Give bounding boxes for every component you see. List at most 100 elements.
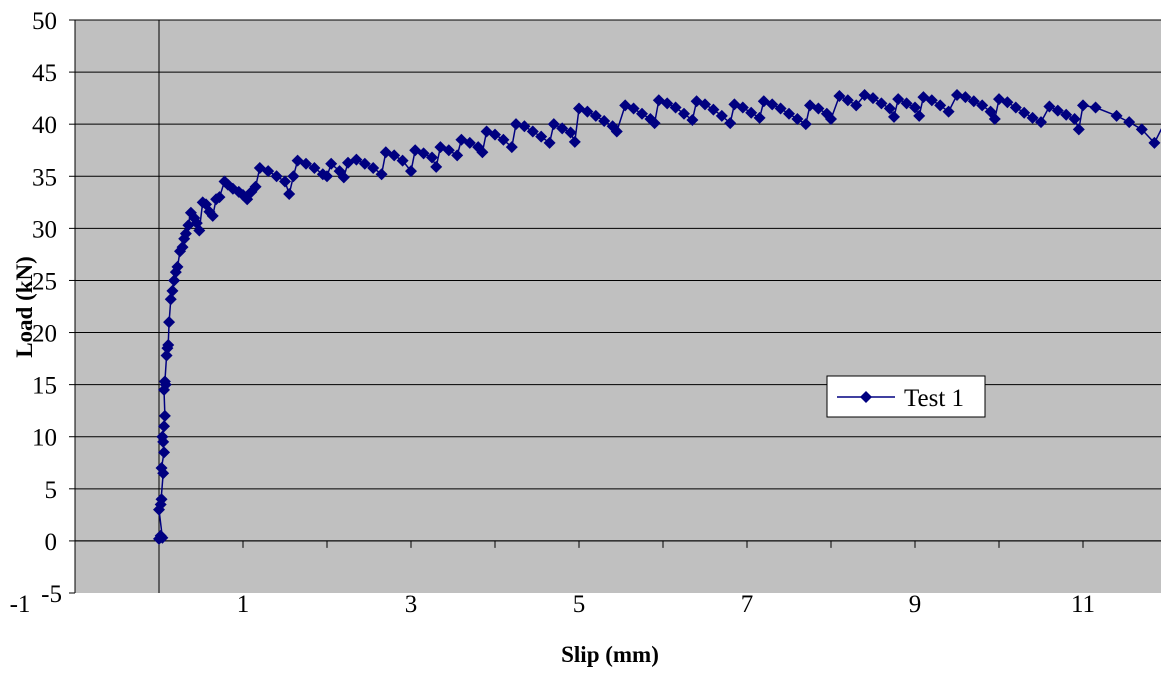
data-point [875, 97, 888, 110]
x-tick-label: 7 [741, 591, 754, 618]
data-point [791, 112, 804, 125]
data-point [661, 97, 674, 110]
data-point [176, 241, 189, 254]
data-point [841, 94, 854, 107]
legend-marker [860, 391, 872, 403]
data-point [699, 98, 711, 111]
data-point [442, 144, 455, 157]
data-point [526, 125, 539, 138]
x-tick-labels: -1 1 3 5 7 9 11 [10, 591, 1095, 618]
data-point [163, 316, 176, 329]
y-tick-label: 50 [32, 8, 57, 35]
data-point [283, 187, 296, 200]
data-point [766, 98, 779, 111]
data-point [636, 107, 648, 120]
data-point [287, 170, 300, 183]
data-point [1018, 106, 1031, 119]
data-point [736, 101, 749, 114]
data-point [812, 102, 825, 115]
data-point [909, 101, 921, 114]
data-point [193, 224, 206, 237]
data-point [155, 461, 168, 474]
data-point [892, 93, 905, 106]
data-point [942, 105, 955, 118]
data-point [598, 115, 611, 128]
data-point [388, 149, 401, 162]
y-tick-label: 20 [32, 321, 57, 348]
data-point [463, 136, 476, 149]
y-tick-label: -5 [41, 581, 62, 608]
y-tick-label: 15 [32, 373, 57, 400]
data-point [213, 191, 226, 204]
data-point [589, 109, 602, 122]
data-point [707, 103, 720, 116]
data-point [325, 157, 338, 170]
data-point [375, 168, 388, 181]
data-point [1051, 104, 1064, 117]
data-point [753, 111, 766, 124]
data-point [430, 160, 443, 173]
data-point [1148, 136, 1161, 149]
data-point [825, 112, 837, 125]
data-point [1077, 99, 1089, 112]
series-points-test-1 [153, 89, 1161, 545]
data-point [367, 161, 380, 174]
data-point [358, 157, 371, 170]
data-point [774, 102, 787, 115]
data-point [535, 130, 548, 143]
data-point [1068, 112, 1081, 125]
data-point [350, 153, 363, 166]
data-point [888, 110, 900, 123]
data-point [1043, 100, 1056, 113]
x-tick-label: 5 [573, 591, 586, 618]
data-point [510, 118, 522, 131]
data-point [1060, 108, 1073, 121]
data-point [158, 446, 171, 459]
data-point [156, 430, 169, 443]
data-point [581, 105, 594, 118]
data-point [337, 171, 350, 184]
data-point [1123, 116, 1136, 129]
data-point [1089, 101, 1102, 114]
data-point [900, 97, 913, 110]
data-point [405, 165, 417, 178]
y-tick-label: 45 [32, 60, 57, 87]
x-axis-title: Slip (mm) [561, 642, 659, 667]
data-point [1110, 109, 1123, 122]
data-point [300, 157, 312, 170]
data-point [262, 165, 275, 178]
data-point [249, 180, 262, 193]
data-point [568, 135, 581, 148]
data-point [715, 109, 728, 122]
x-tick-label: 9 [909, 591, 922, 618]
y-tick-label: 0 [45, 529, 58, 556]
data-point [610, 125, 623, 138]
data-point [308, 161, 321, 174]
data-point [279, 175, 291, 188]
x-tick-label: 3 [405, 591, 418, 618]
data-point [451, 149, 464, 162]
data-point [934, 99, 947, 112]
data-point [1072, 123, 1085, 136]
y-tick-label: 10 [32, 425, 57, 452]
y-tick-label: 30 [32, 216, 57, 243]
data-point [182, 219, 195, 232]
data-point [1035, 116, 1047, 129]
data-point [967, 95, 980, 108]
plot-area [75, 20, 1161, 593]
data-point [476, 146, 489, 159]
data-point [166, 284, 179, 297]
data-point [959, 91, 972, 104]
data-point [168, 274, 181, 287]
legend-label: Test 1 [904, 385, 964, 412]
data-point [799, 118, 812, 131]
data-point [543, 136, 556, 149]
data-point [547, 118, 560, 131]
data-point [867, 92, 879, 105]
data-point [883, 102, 896, 115]
data-point [988, 112, 1001, 125]
data-point [158, 375, 171, 388]
data-point [164, 293, 177, 306]
data-point [158, 409, 171, 422]
